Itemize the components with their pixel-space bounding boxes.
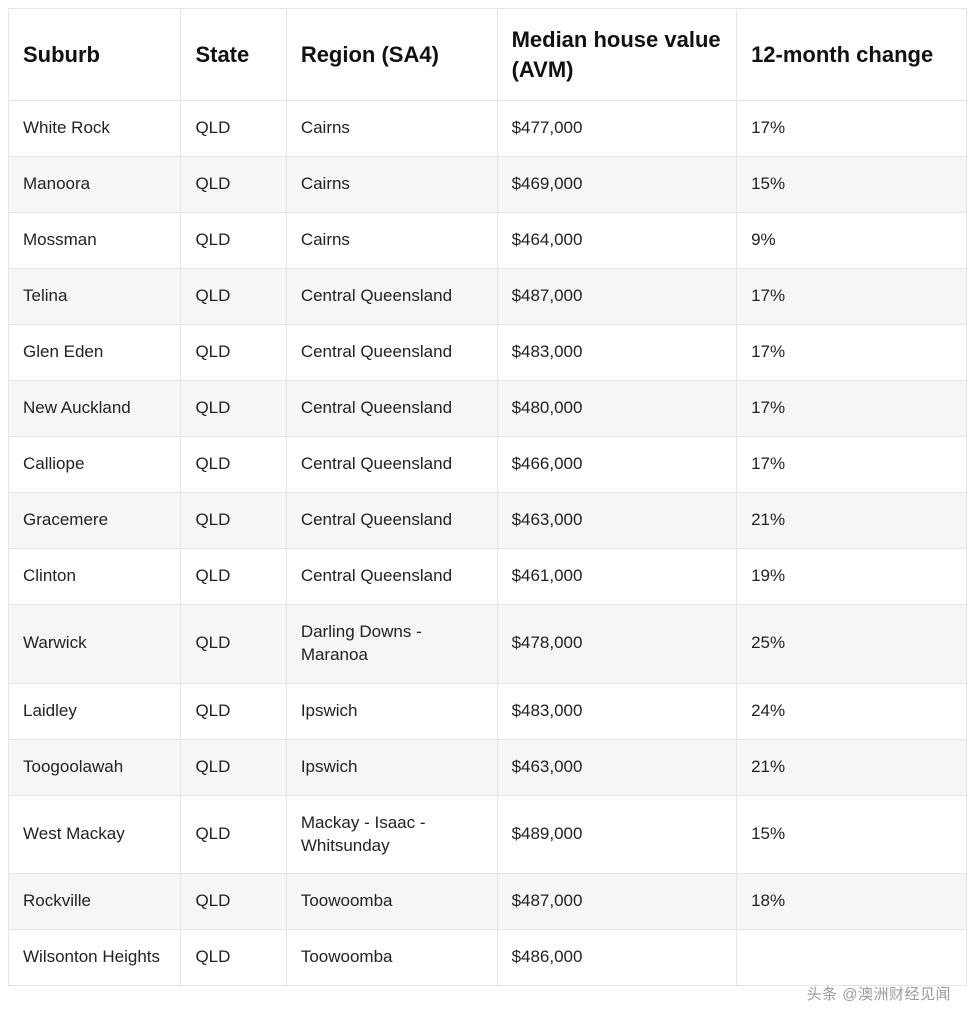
cell-value: $487,000 — [497, 269, 737, 325]
cell-state: QLD — [181, 795, 286, 874]
cell-value: $463,000 — [497, 492, 737, 548]
col-header-suburb: Suburb — [9, 9, 181, 101]
cell-region: Central Queensland — [286, 269, 497, 325]
table-row: ToogoolawahQLDIpswich$463,00021% — [9, 739, 967, 795]
cell-region: Cairns — [286, 213, 497, 269]
cell-region: Ipswich — [286, 739, 497, 795]
cell-value: $477,000 — [497, 101, 737, 157]
cell-suburb: Clinton — [9, 548, 181, 604]
cell-state: QLD — [181, 548, 286, 604]
cell-change: 21% — [737, 492, 967, 548]
cell-change: 9% — [737, 213, 967, 269]
cell-value: $463,000 — [497, 739, 737, 795]
cell-suburb: Rockville — [9, 874, 181, 930]
table-row: MossmanQLDCairns$464,0009% — [9, 213, 967, 269]
table-row: TelinaQLDCentral Queensland$487,00017% — [9, 269, 967, 325]
cell-change: 18% — [737, 874, 967, 930]
cell-change: 19% — [737, 548, 967, 604]
cell-change — [737, 930, 967, 986]
cell-value: $487,000 — [497, 874, 737, 930]
cell-region: Darling Downs - Maranoa — [286, 604, 497, 683]
cell-state: QLD — [181, 437, 286, 493]
col-header-state: State — [181, 9, 286, 101]
cell-state: QLD — [181, 739, 286, 795]
cell-value: $483,000 — [497, 325, 737, 381]
cell-state: QLD — [181, 683, 286, 739]
cell-region: Central Queensland — [286, 492, 497, 548]
cell-state: QLD — [181, 874, 286, 930]
cell-value: $461,000 — [497, 548, 737, 604]
table-row: WarwickQLDDarling Downs - Maranoa$478,00… — [9, 604, 967, 683]
cell-change: 25% — [737, 604, 967, 683]
cell-change: 17% — [737, 437, 967, 493]
table-body: White RockQLDCairns$477,00017% ManooraQL… — [9, 101, 967, 986]
cell-change: 17% — [737, 325, 967, 381]
table-row: RockvilleQLDToowoomba$487,00018% — [9, 874, 967, 930]
table-row: Glen EdenQLDCentral Queensland$483,00017… — [9, 325, 967, 381]
suburb-value-table: Suburb State Region (SA4) Median house v… — [8, 8, 967, 986]
cell-suburb: Manoora — [9, 157, 181, 213]
cell-value: $464,000 — [497, 213, 737, 269]
cell-suburb: Telina — [9, 269, 181, 325]
cell-region: Central Queensland — [286, 325, 497, 381]
table-row: GracemereQLDCentral Queensland$463,00021… — [9, 492, 967, 548]
table-row: LaidleyQLDIpswich$483,00024% — [9, 683, 967, 739]
cell-change: 15% — [737, 157, 967, 213]
cell-region: Central Queensland — [286, 437, 497, 493]
cell-region: Mackay - Isaac - Whitsunday — [286, 795, 497, 874]
cell-region: Central Queensland — [286, 548, 497, 604]
cell-suburb: New Auckland — [9, 381, 181, 437]
table-row: ManooraQLDCairns$469,00015% — [9, 157, 967, 213]
col-header-change: 12-month change — [737, 9, 967, 101]
cell-change: 21% — [737, 739, 967, 795]
table-row: CalliopeQLDCentral Queensland$466,00017% — [9, 437, 967, 493]
cell-value: $489,000 — [497, 795, 737, 874]
cell-region: Toowoomba — [286, 930, 497, 986]
cell-region: Ipswich — [286, 683, 497, 739]
cell-suburb: Gracemere — [9, 492, 181, 548]
cell-state: QLD — [181, 325, 286, 381]
cell-value: $486,000 — [497, 930, 737, 986]
cell-value: $469,000 — [497, 157, 737, 213]
cell-suburb: Mossman — [9, 213, 181, 269]
cell-state: QLD — [181, 269, 286, 325]
cell-suburb: Toogoolawah — [9, 739, 181, 795]
col-header-region: Region (SA4) — [286, 9, 497, 101]
cell-suburb: Laidley — [9, 683, 181, 739]
cell-suburb: Warwick — [9, 604, 181, 683]
cell-change: 17% — [737, 101, 967, 157]
cell-change: 17% — [737, 269, 967, 325]
cell-region: Central Queensland — [286, 381, 497, 437]
table-row: West MackayQLDMackay - Isaac - Whitsunda… — [9, 795, 967, 874]
cell-state: QLD — [181, 604, 286, 683]
table-row: New AucklandQLDCentral Queensland$480,00… — [9, 381, 967, 437]
table-row: Wilsonton HeightsQLDToowoomba$486,000 — [9, 930, 967, 986]
cell-value: $480,000 — [497, 381, 737, 437]
cell-region: Cairns — [286, 157, 497, 213]
cell-state: QLD — [181, 930, 286, 986]
table-row: ClintonQLDCentral Queensland$461,00019% — [9, 548, 967, 604]
cell-value: $466,000 — [497, 437, 737, 493]
cell-change: 15% — [737, 795, 967, 874]
table-row: White RockQLDCairns$477,00017% — [9, 101, 967, 157]
cell-state: QLD — [181, 157, 286, 213]
cell-suburb: West Mackay — [9, 795, 181, 874]
cell-suburb: Glen Eden — [9, 325, 181, 381]
cell-state: QLD — [181, 213, 286, 269]
cell-change: 17% — [737, 381, 967, 437]
cell-suburb: Wilsonton Heights — [9, 930, 181, 986]
cell-state: QLD — [181, 492, 286, 548]
col-header-value: Median house value (AVM) — [497, 9, 737, 101]
cell-region: Toowoomba — [286, 874, 497, 930]
cell-state: QLD — [181, 101, 286, 157]
cell-state: QLD — [181, 381, 286, 437]
cell-suburb: Calliope — [9, 437, 181, 493]
cell-suburb: White Rock — [9, 101, 181, 157]
cell-region: Cairns — [286, 101, 497, 157]
cell-value: $478,000 — [497, 604, 737, 683]
cell-change: 24% — [737, 683, 967, 739]
table-header-row: Suburb State Region (SA4) Median house v… — [9, 9, 967, 101]
cell-value: $483,000 — [497, 683, 737, 739]
